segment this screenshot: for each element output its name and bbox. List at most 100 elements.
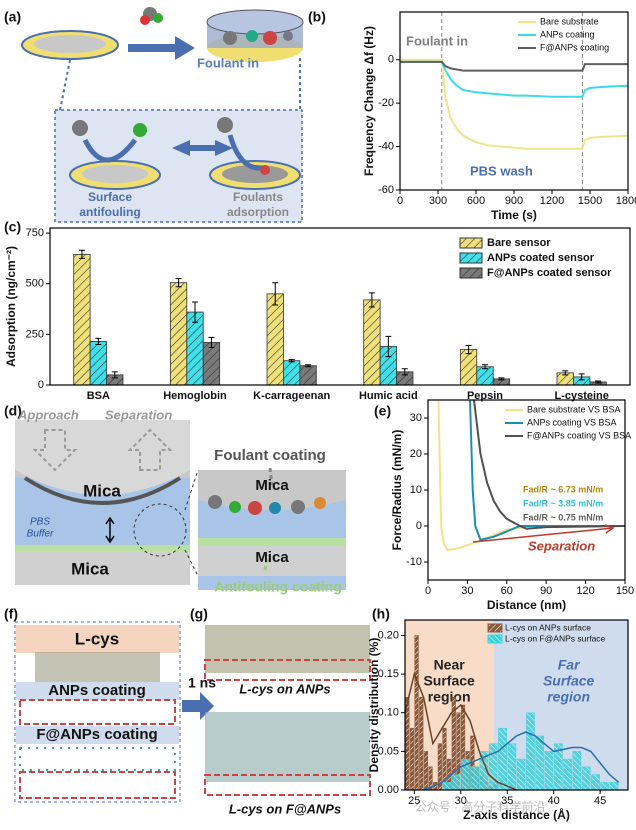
panel-a-illustration <box>21 7 304 223</box>
data-line <box>400 58 629 150</box>
x-tick-label: Humic acid <box>359 390 418 402</box>
annotation: Separation <box>528 538 595 553</box>
y-tick-label: 750 <box>26 227 44 239</box>
bar <box>459 349 478 386</box>
error-bar <box>401 368 408 376</box>
panel-fg-illustration <box>14 621 371 803</box>
data-line <box>469 399 625 542</box>
bar <box>73 253 91 386</box>
panel-label: (a) <box>4 9 21 25</box>
annotation: Fad/R ~ 0.75 mN/m <box>523 512 603 522</box>
plot-frame <box>49 227 631 386</box>
panel-label: (e) <box>374 403 391 419</box>
x-tick-label: 45 <box>594 795 606 807</box>
diagram-label: L-cys <box>75 629 119 648</box>
x-tick-label: Hemoglobin <box>163 390 227 402</box>
legend-label: Bare sensor <box>487 237 551 249</box>
x-tick-label: 35 <box>501 795 513 807</box>
x-tick-label: 25 <box>408 795 420 807</box>
histogram-bar <box>544 751 554 791</box>
x-tick-label: K-carrageenan <box>253 390 330 402</box>
legend-label: Bare substrate VS BSA <box>527 404 621 414</box>
y-axis-label: Force/Radius (mN/m) <box>390 430 404 551</box>
legend-swatch <box>459 267 483 279</box>
panel-label: (b) <box>308 9 326 25</box>
error-bar <box>368 292 375 308</box>
histogram-bar <box>451 774 461 791</box>
y-tick-label: -10 <box>406 556 422 568</box>
y-tick-label: 0.00 <box>378 784 399 796</box>
diagram-label: adsorption <box>227 205 289 219</box>
y-tick-label: 10 <box>410 484 422 496</box>
y-tick-label: 0 <box>416 520 422 532</box>
panel-label: (g) <box>190 606 208 622</box>
error-bar <box>498 377 505 381</box>
x-tick-label: 1800 <box>616 195 636 207</box>
annotation: Foulant in <box>406 33 468 48</box>
bar <box>169 282 188 386</box>
diagram-label: Mica <box>255 549 289 566</box>
x-tick-label: 900 <box>505 195 523 207</box>
diagram-label: F@ANPs coating <box>36 726 157 743</box>
error-bar <box>272 282 279 306</box>
error-bar <box>208 336 215 349</box>
region-label: Surface <box>543 673 595 689</box>
histogram-bar <box>516 758 526 791</box>
bar <box>363 299 381 386</box>
diagram-label: Buffer <box>27 529 54 540</box>
error-bar <box>562 370 569 376</box>
x-tick-label: 60 <box>501 585 513 597</box>
diagram-label: ANPs coating <box>48 682 146 699</box>
data-line <box>423 731 620 791</box>
x-tick-label: 0 <box>425 585 431 597</box>
bar <box>476 366 494 386</box>
bar <box>89 341 107 386</box>
diagram-label: antifouling <box>79 205 140 219</box>
data-line <box>473 399 626 530</box>
bar <box>283 360 301 386</box>
x-tick-label: 600 <box>467 195 485 207</box>
x-axis-label: Distance (nm) <box>487 598 566 612</box>
diagram-label: Mica <box>83 481 121 500</box>
legend-label: ANPs coating <box>540 29 595 39</box>
bar <box>202 342 221 386</box>
histogram-bar <box>442 782 452 791</box>
y-tick-label: 0.05 <box>378 745 399 757</box>
y-tick-label: 0 <box>388 54 394 66</box>
y-axis-label: Density distribution (%) <box>367 638 381 773</box>
histogram-bar <box>526 712 535 791</box>
x-tick-label: Pepsin <box>467 390 503 402</box>
y-tick-label: 20 <box>410 448 422 460</box>
x-tick-label: 30 <box>461 585 473 597</box>
diagram-label: Mica <box>255 477 289 494</box>
bar <box>299 365 317 386</box>
annotation: Fad/R ~ 3.85 mN/m <box>523 498 603 508</box>
histogram-bar <box>409 727 415 791</box>
region-label: Near <box>434 657 466 673</box>
x-tick-label: 120 <box>576 585 594 597</box>
histogram-bar <box>563 758 572 791</box>
histogram-bar <box>419 697 424 791</box>
diagram-label: L-cys on F@ANPs <box>229 801 341 816</box>
x-tick-label: 1500 <box>578 195 602 207</box>
histogram-bar <box>507 743 517 791</box>
bar <box>186 311 204 386</box>
histogram-bar <box>609 782 619 791</box>
legend-label: F@ANPs coating <box>540 42 609 52</box>
region-label: Far <box>558 657 581 673</box>
legend-swatch <box>459 237 483 249</box>
annotation: Fad/R ~ 6.73 mN/m <box>523 484 603 494</box>
error-bar <box>192 301 198 323</box>
x-tick-label: 1200 <box>540 195 564 207</box>
region-label: region <box>428 689 471 705</box>
legend-label: Bare substrate <box>540 16 599 26</box>
legend-label: ANPs coating VS BSA <box>527 417 617 427</box>
diagram-label: Approach <box>17 407 79 422</box>
diagram-label: Antifouling coating <box>214 579 342 595</box>
region-label: region <box>547 689 590 705</box>
legend-label: ANPs coated sensor <box>487 252 595 264</box>
annotation-arrow <box>472 524 615 543</box>
histogram-bar <box>572 751 582 791</box>
error-bar <box>78 249 85 259</box>
